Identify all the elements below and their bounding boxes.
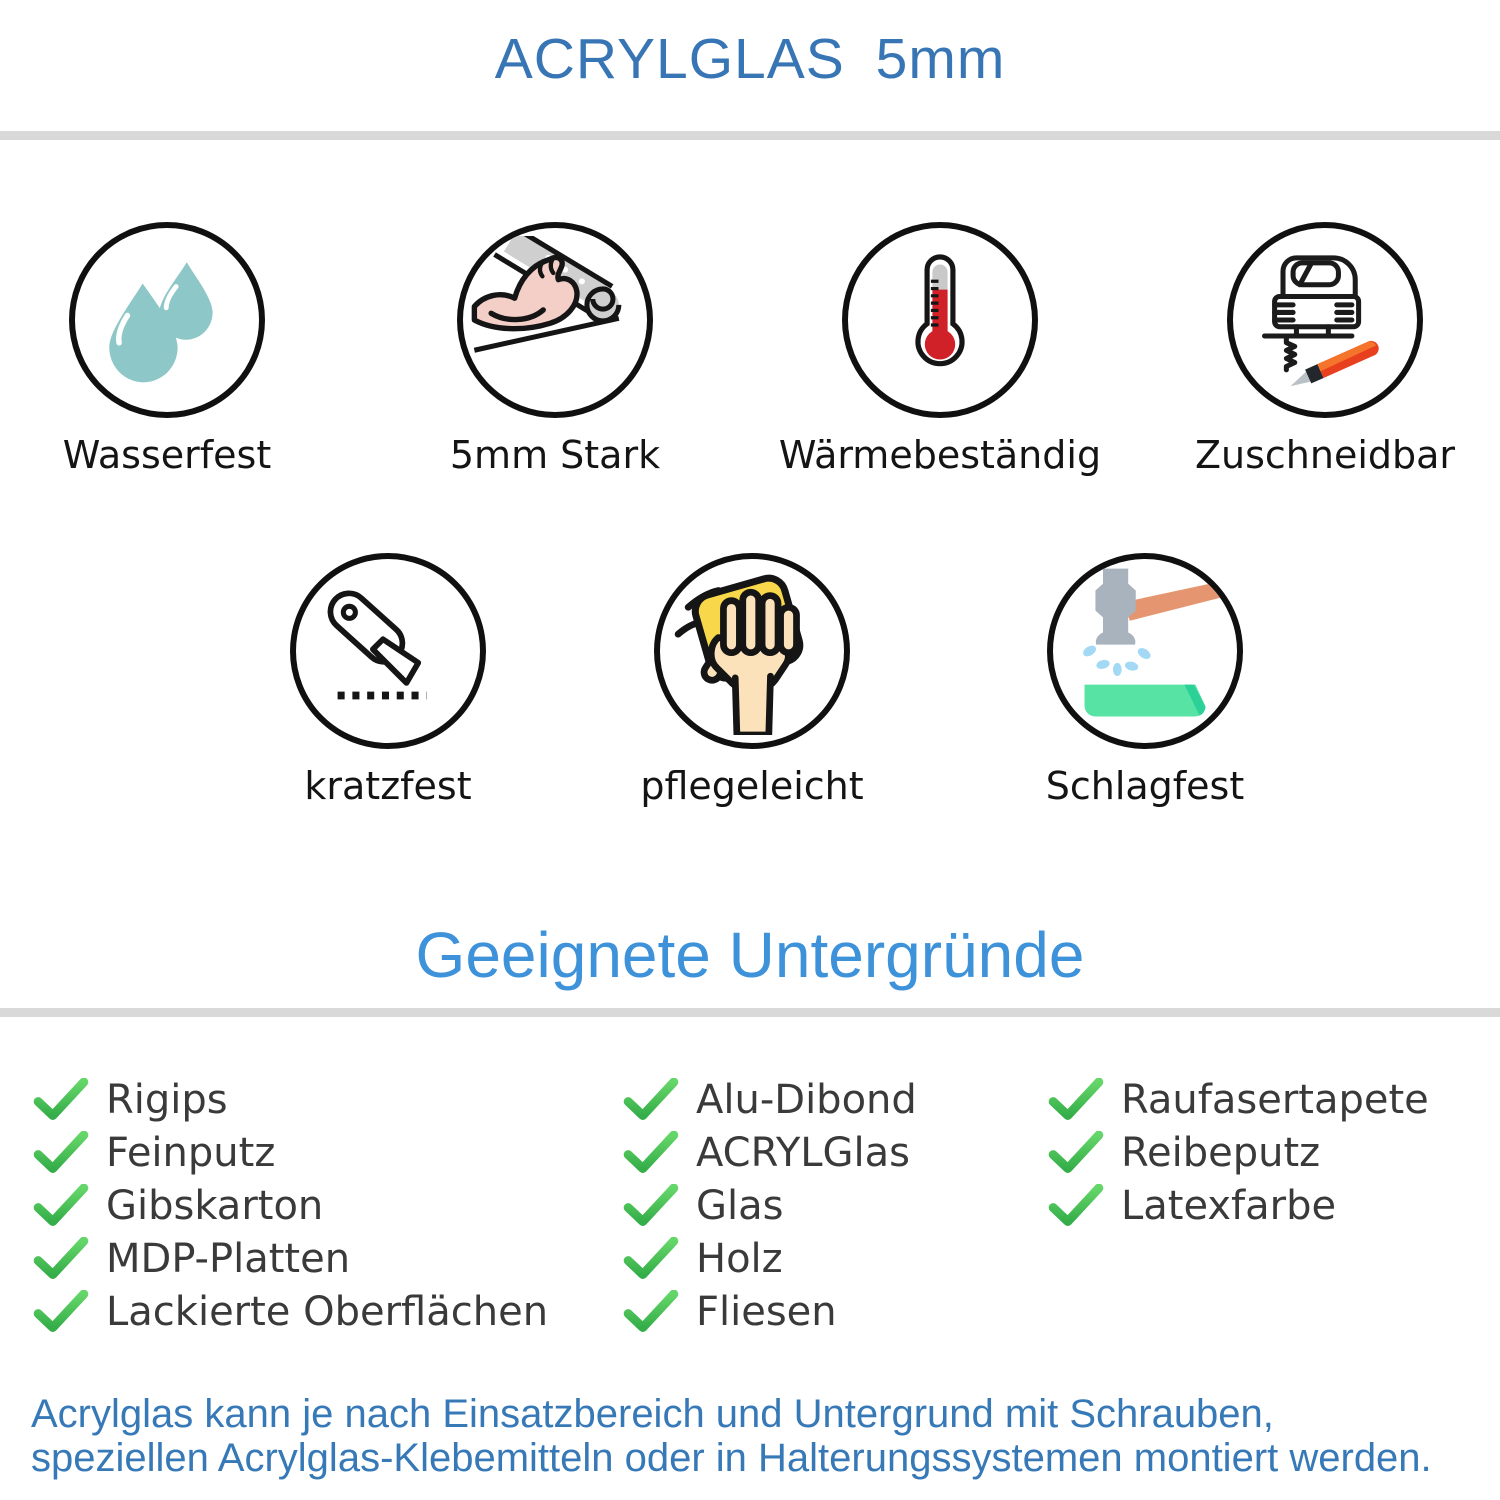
feature-waermebestaendig: Wärmebeständig xyxy=(775,222,1105,477)
list-item: Reibeputz xyxy=(1048,1126,1429,1179)
feature-kratzfest: kratzfest xyxy=(223,553,553,808)
substrate-label: Reibeputz xyxy=(1121,1129,1321,1176)
substrate-label: Latexfarbe xyxy=(1121,1182,1337,1229)
mounting-note-line2: speziellen Acrylglas-Klebemitteln oder i… xyxy=(31,1436,1432,1480)
list-item: ACRYLGlas xyxy=(623,1126,917,1179)
substrate-label: Gibskarton xyxy=(106,1182,324,1229)
substrate-label: ACRYLGlas xyxy=(696,1129,911,1176)
section-heading: Geeignete Untergründe xyxy=(415,919,1085,991)
list-item: Lackierte Oberflächen xyxy=(33,1285,548,1338)
list-item: Feinputz xyxy=(33,1126,548,1179)
list-item: Rigips xyxy=(33,1073,548,1126)
substrate-label: MDP-Platten xyxy=(106,1235,351,1282)
mounting-note-line1: Acrylglas kann je nach Einsatzbereich un… xyxy=(31,1392,1274,1436)
substrate-label: Glas xyxy=(696,1182,784,1229)
hand-wiping-cloth-icon xyxy=(654,553,850,749)
substrate-label: Fliesen xyxy=(696,1288,837,1335)
check-icon xyxy=(33,1183,89,1226)
list-item: Holz xyxy=(623,1232,917,1285)
feature-label: Zuschneidbar xyxy=(1194,433,1456,477)
substrate-column-3: Raufasertapete Reibeputz Latexfarbe xyxy=(1048,1073,1429,1232)
feature-wasserfest: Wasserfest xyxy=(2,222,332,477)
substrate-label: Alu-Dibond xyxy=(696,1076,917,1123)
substrate-column-1: Rigips Feinputz Gibskarton MDP-Platten L… xyxy=(33,1073,548,1338)
flexed-arm-rolled-sheet-icon xyxy=(457,222,653,418)
feature-label: kratzfest xyxy=(304,764,472,808)
jigsaw-cutter-icon xyxy=(1227,222,1423,418)
substrate-label: Holz xyxy=(696,1235,783,1282)
check-icon xyxy=(1048,1130,1104,1173)
feature-5mm-stark: 5mm Stark xyxy=(390,222,720,477)
water-drops-icon xyxy=(69,222,265,418)
check-icon xyxy=(33,1077,89,1120)
list-item: Raufasertapete xyxy=(1048,1073,1429,1126)
feature-zuschneidbar: Zuschneidbar xyxy=(1160,222,1490,477)
substrate-label: Rigips xyxy=(106,1076,228,1123)
list-item: MDP-Platten xyxy=(33,1232,548,1285)
check-icon xyxy=(623,1183,679,1226)
list-item: Alu-Dibond xyxy=(623,1073,917,1126)
page-title: ACRYLGLAS 5mm xyxy=(494,27,1006,91)
feature-label: Schlagfest xyxy=(1045,764,1245,808)
check-icon xyxy=(623,1130,679,1173)
feature-label: 5mm Stark xyxy=(449,433,661,477)
divider-middle xyxy=(0,1008,1500,1017)
mounting-note: Acrylglas kann je nach Einsatzbereich un… xyxy=(31,1392,1491,1480)
feature-label: pflegeleicht xyxy=(640,764,864,808)
list-item: Glas xyxy=(623,1179,917,1232)
substrate-column-2: Alu-Dibond ACRYLGlas Glas Holz Fliesen xyxy=(623,1073,917,1338)
list-item: Gibskarton xyxy=(33,1179,548,1232)
thermometer-icon xyxy=(842,222,1038,418)
substrate-label: Lackierte Oberflächen xyxy=(106,1288,549,1335)
list-item: Fliesen xyxy=(623,1285,917,1338)
check-icon xyxy=(33,1236,89,1279)
feature-schlagfest: Schlagfest xyxy=(980,553,1310,808)
substrate-label: Feinputz xyxy=(106,1129,276,1176)
divider-top xyxy=(0,131,1500,140)
check-icon xyxy=(623,1236,679,1279)
feature-pflegeleicht: pflegeleicht xyxy=(587,553,917,808)
check-icon xyxy=(623,1289,679,1332)
check-icon xyxy=(1048,1077,1104,1120)
check-icon xyxy=(623,1077,679,1120)
feature-label: Wasserfest xyxy=(62,433,272,477)
check-icon xyxy=(1048,1183,1104,1226)
utility-knife-icon xyxy=(290,553,486,749)
check-icon xyxy=(33,1130,89,1173)
hammer-impact-icon xyxy=(1047,553,1243,749)
feature-label: Wärmebeständig xyxy=(778,433,1102,477)
check-icon xyxy=(33,1289,89,1332)
list-item: Latexfarbe xyxy=(1048,1179,1429,1232)
substrate-label: Raufasertapete xyxy=(1121,1076,1429,1123)
